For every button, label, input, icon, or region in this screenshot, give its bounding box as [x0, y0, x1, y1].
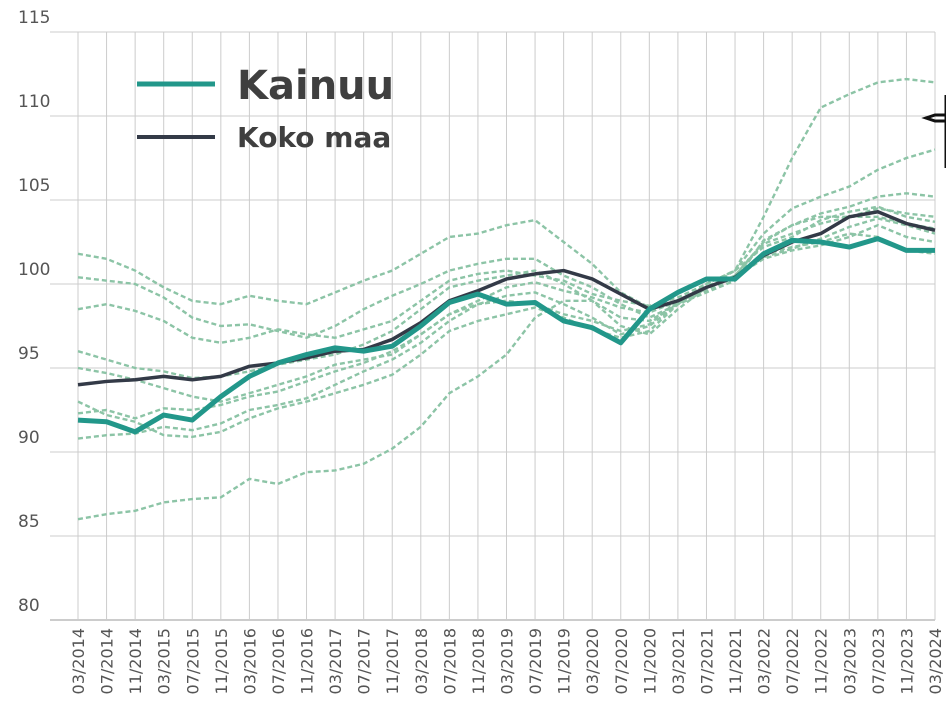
- region-line: [77, 77, 936, 309]
- x-tick-label: 11/2019: [555, 628, 574, 694]
- y-tick-label: 100: [18, 260, 50, 280]
- x-tick-label: 03/2015: [155, 628, 174, 694]
- region-line: [77, 232, 936, 440]
- x-tick-label: 03/2020: [583, 628, 602, 694]
- x-tick-label: 11/2021: [726, 628, 745, 694]
- x-tick-label: 03/2016: [240, 628, 259, 694]
- x-tick-label: 03/2018: [412, 628, 431, 694]
- y-tick-label: 90: [18, 428, 40, 448]
- x-tick-label: 11/2023: [897, 628, 916, 694]
- x-tick-label: 03/2019: [498, 628, 517, 694]
- x-tick-label: 07/2020: [612, 628, 631, 694]
- y-tick-label: 95: [18, 344, 40, 364]
- region-line: [77, 217, 936, 420]
- x-tick-label: 07/2023: [869, 628, 888, 694]
- x-tick-label: 03/2021: [669, 628, 688, 694]
- y-tick-label: 105: [18, 176, 50, 196]
- y-tick-label: 80: [18, 596, 40, 616]
- x-tick-label: 03/2014: [69, 628, 88, 694]
- x-tick-label: 07/2019: [526, 628, 545, 694]
- edge-bracket: [921, 95, 946, 168]
- region-line: [77, 207, 936, 521]
- x-tick-label: 03/2023: [840, 628, 859, 694]
- y-tick-label: 115: [18, 8, 50, 28]
- legend-label: Koko maa: [237, 121, 391, 154]
- x-tick-label: 07/2022: [783, 628, 802, 694]
- x-tick-label: 11/2015: [212, 628, 231, 694]
- x-tick-label: 11/2022: [812, 628, 831, 694]
- x-tick-label: 07/2021: [697, 628, 716, 694]
- x-tick-label: 07/2018: [440, 628, 459, 694]
- region-line: [77, 215, 936, 403]
- x-tick-label: 03/2017: [326, 628, 345, 694]
- y-tick-label: 85: [18, 512, 40, 532]
- region-line: [77, 223, 936, 439]
- x-tick-label: 07/2015: [183, 628, 202, 694]
- legend-label: Kainuu: [237, 63, 394, 109]
- x-tick-label: 03/2022: [755, 628, 774, 694]
- y-tick-label: 110: [18, 92, 50, 112]
- x-tick-label: 11/2018: [469, 628, 488, 694]
- plot: 80 85 90 95 100 105 110 115 03/2014 07/2014 11/201…: [18, 8, 945, 694]
- x-tick-label: 11/2014: [126, 628, 145, 694]
- region-line: [77, 148, 936, 339]
- x-tick-label: 11/2017: [383, 628, 402, 694]
- x-tick-label: 11/2020: [640, 628, 659, 694]
- x-tick-label: 07/2016: [269, 628, 288, 694]
- x-tick-label: 07/2014: [98, 628, 117, 694]
- x-tick-label: 11/2016: [298, 628, 317, 694]
- x-tick-label: 07/2017: [355, 628, 374, 694]
- series-line: [77, 236, 935, 435]
- region-line: [77, 205, 936, 344]
- x-tick-label: 03/2024: [926, 628, 945, 694]
